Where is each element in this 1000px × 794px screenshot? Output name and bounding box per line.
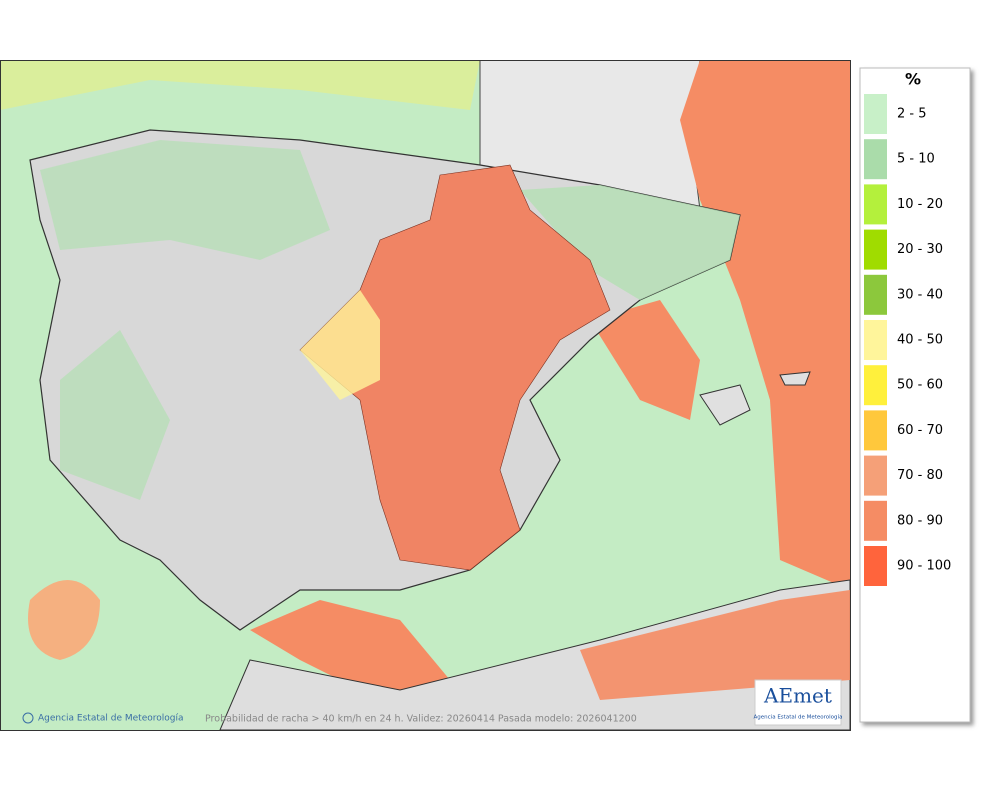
credit-icon [22, 712, 34, 724]
legend-label: 30 - 40 [897, 287, 943, 302]
legend-swatch [864, 320, 887, 360]
green-area [40, 140, 330, 260]
legend-label: 60 - 70 [897, 423, 943, 438]
map-frame [0, 60, 851, 731]
legend-swatch [864, 229, 887, 270]
legend-label: 90 - 100 [897, 559, 951, 574]
legend-label: 40 - 50 [897, 333, 943, 348]
legend-label: 70 - 80 [897, 468, 943, 483]
sea-band [0, 60, 480, 110]
legend-swatch [864, 546, 887, 586]
logo-subtitle: Agencia Estatal de Meteorología [754, 714, 843, 721]
high-area [299, 164, 611, 571]
high-area [580, 590, 850, 700]
legend-label: 5 - 10 [897, 152, 935, 167]
island [779, 371, 811, 386]
legend-swatch [864, 184, 887, 225]
yellow-area [300, 290, 380, 400]
legend-swatch [864, 139, 887, 180]
island [699, 384, 751, 426]
legend-swatch [864, 274, 887, 315]
legend-label: 10 - 20 [897, 197, 943, 212]
sea-high [28, 580, 100, 660]
legend-label: 50 - 60 [897, 378, 943, 393]
legend-swatch [864, 455, 887, 496]
map [0, 60, 850, 730]
legend: % 2 - 5 5 - 10 10 - 20 20 - 30 30 - 40 40 - 5… [859, 67, 971, 723]
logo-name: AEmet [763, 684, 832, 708]
credit: Agencia Estatal de Meteorología [38, 714, 184, 724]
sea-high [590, 300, 700, 420]
legend-label: 20 - 30 [897, 242, 943, 257]
legend-label: 80 - 90 [897, 513, 943, 528]
legend-swatch [864, 94, 887, 134]
caption: Probabilidad de racha > 40 km/h en 24 h.… [205, 714, 637, 725]
sea-high [680, 60, 850, 590]
legend-label: 2 - 5 [897, 107, 927, 122]
legend-swatch [864, 365, 887, 406]
legend-swatch [864, 500, 887, 541]
logo-box [754, 679, 842, 726]
legend-swatch [864, 410, 887, 451]
green-area [60, 330, 170, 500]
sea-high [250, 600, 450, 700]
legend-title: % [905, 70, 921, 89]
green-area [520, 185, 740, 300]
